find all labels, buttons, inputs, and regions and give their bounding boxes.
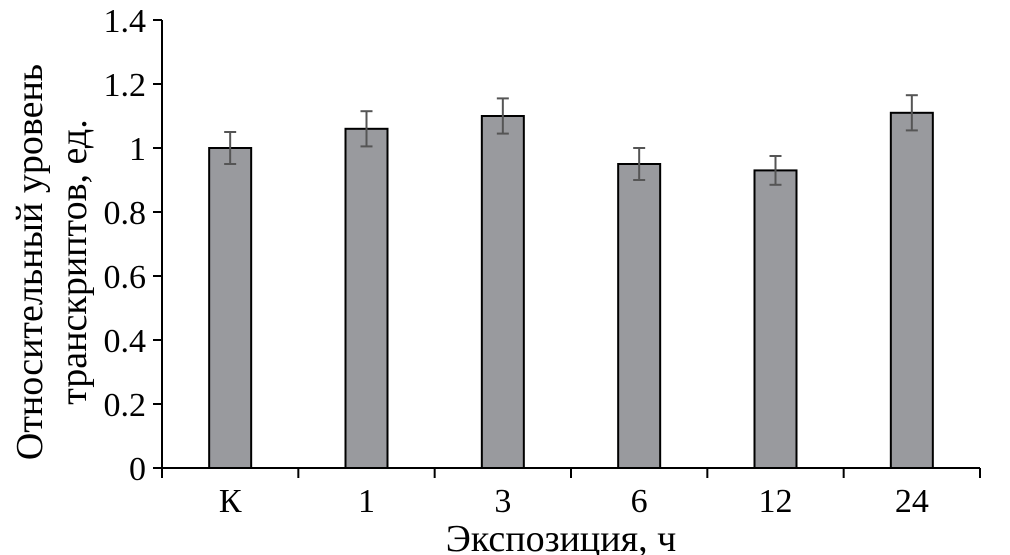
- y-axis-title-line: транскриптов, ед.: [53, 119, 95, 405]
- y-axis-title-line: Относительный уровень: [9, 64, 51, 460]
- error-bars: [224, 94, 918, 186]
- error-bar-24: [905, 94, 918, 132]
- bar-6: [617, 163, 662, 469]
- error-bar-12: [769, 155, 782, 186]
- bar-1: [344, 127, 389, 470]
- bar-3: [480, 115, 525, 469]
- bar-12: [753, 169, 798, 469]
- y-tick-label: 0: [129, 451, 146, 488]
- x-tick-label: 3: [494, 483, 511, 520]
- y-tick-label: 0.2: [104, 387, 147, 424]
- y-tick-label: 0.8: [104, 195, 147, 232]
- x-axis-ticks: К 1 3 6 12 24: [161, 468, 981, 520]
- error-bar-6: [633, 147, 646, 181]
- x-tick-label: 1: [358, 483, 375, 520]
- y-axis-title: Относительный уровень транскриптов, ед.: [9, 64, 95, 460]
- bar-К: [208, 147, 253, 469]
- x-tick-label: К: [219, 483, 242, 520]
- bar-24: [889, 111, 934, 470]
- y-tick-label: 1.2: [104, 67, 147, 104]
- bars: [208, 111, 934, 470]
- y-tick-label: 0.6: [104, 259, 147, 296]
- error-bar-К: [224, 131, 237, 165]
- error-bar-1: [360, 110, 373, 148]
- error-bar-3: [496, 97, 509, 135]
- y-tick-label: 0.4: [104, 323, 147, 360]
- x-tick-label: 24: [895, 483, 929, 520]
- x-tick-label: 12: [759, 483, 793, 520]
- y-tick-label: 1.4: [104, 3, 147, 40]
- y-axis-ticks: 0 0.2 0.4 0.6 0.8 1 1.2 1.4: [104, 3, 162, 488]
- x-axis-title: Экспозиция, ч: [446, 518, 676, 555]
- y-tick-label: 1: [129, 131, 146, 168]
- x-tick-label: 6: [631, 483, 648, 520]
